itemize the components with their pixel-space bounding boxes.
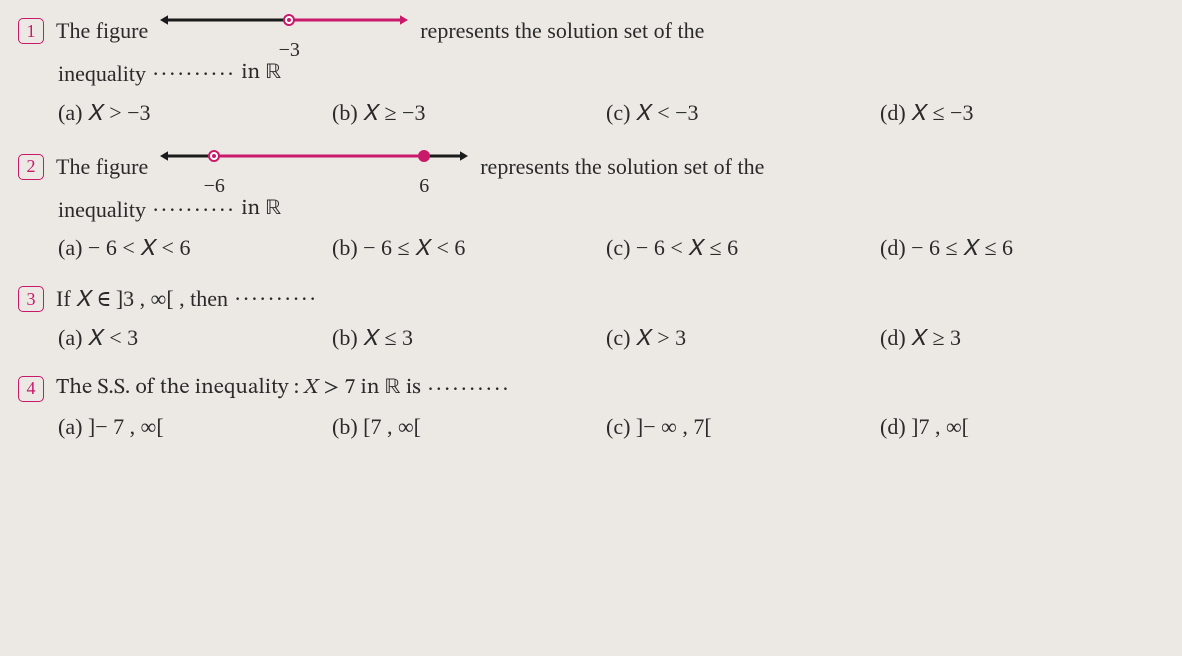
q2-text-4: in ℝ (241, 190, 281, 230)
q3-options: (a) 𝑋 < 3 (b) 𝑋 ≤ 3 (c) 𝑋 > 3 (d) 𝑋 ≥ 3 (18, 325, 1154, 351)
q2-nl-label-neg6: −6 (204, 168, 225, 204)
q4-number-badge: 4 (18, 376, 44, 402)
q1-opt-d[interactable]: (d) 𝑋 ≤ −3 (880, 100, 1154, 126)
q3-number-badge: 3 (18, 286, 44, 312)
q4-text: The S.S. of the inequality : 𝑋 > 7 in ℝ … (56, 369, 421, 409)
q2-opt-c[interactable]: (c) − 6 < 𝑋 ≤ 6 (606, 235, 880, 261)
q3-opt-b[interactable]: (b) 𝑋 ≤ 3 (332, 325, 606, 351)
q4-blank: ·········· (427, 369, 510, 409)
q2-opt-a[interactable]: (a) − 6 < 𝑋 < 6 (58, 235, 332, 261)
q2-text-1: The figure (56, 147, 148, 187)
q1-number-line-svg (154, 8, 414, 34)
question-4: 4 The S.S. of the inequality : 𝑋 > 7 in … (18, 369, 1154, 441)
q3-opt-d[interactable]: (d) 𝑋 ≥ 3 (880, 325, 1154, 351)
q2-stem-line1: 2 The figure −6 6 represents the solutio… (18, 144, 1154, 190)
q3-text: If 𝑋 ∈ ]3 , ∞[ , then (56, 279, 228, 319)
q2-nl-label-6: 6 (419, 168, 429, 204)
q3-opt-a[interactable]: (a) 𝑋 < 3 (58, 325, 332, 351)
q4-opt-a[interactable]: (a) ]− 7 , ∞[ (58, 414, 332, 440)
q2-text-2: represents the solution set of the (480, 147, 764, 187)
q4-opt-b[interactable]: (b) [7 , ∞[ (332, 414, 606, 440)
q4-options: (a) ]− 7 , ∞[ (b) [7 , ∞[ (c) ]− ∞ , 7[ … (18, 414, 1154, 440)
q1-opt-b[interactable]: (b) 𝑋 ≥ −3 (332, 100, 606, 126)
q2-stem-line2: inequality ·········· in ℝ (18, 190, 1154, 230)
q3-stem: 3 If 𝑋 ∈ ]3 , ∞[ , then ·········· (18, 279, 1154, 319)
q1-opt-a[interactable]: (a) 𝑋 > −3 (58, 100, 332, 126)
q1-number-badge: 1 (18, 18, 44, 44)
q2-options: (a) − 6 < 𝑋 < 6 (b) − 6 ≤ 𝑋 < 6 (c) − 6 … (18, 235, 1154, 261)
q2-number-badge: 2 (18, 154, 44, 180)
question-1: 1 The figure −3 represents the solution … (18, 8, 1154, 126)
q1-text-3: inequality (58, 54, 146, 94)
q2-opt-b[interactable]: (b) − 6 ≤ 𝑋 < 6 (332, 235, 606, 261)
q3-blank: ·········· (234, 279, 317, 319)
q1-opt-c[interactable]: (c) 𝑋 < −3 (606, 100, 880, 126)
q2-number-line-svg (154, 144, 474, 170)
question-2: 2 The figure −6 6 represents the solutio… (18, 144, 1154, 262)
q4-stem: 4 The S.S. of the inequality : 𝑋 > 7 in … (18, 369, 1154, 409)
question-3: 3 If 𝑋 ∈ ]3 , ∞[ , then ·········· (a) 𝑋… (18, 279, 1154, 351)
q3-opt-c[interactable]: (c) 𝑋 > 3 (606, 325, 880, 351)
q1-number-line: −3 (154, 8, 414, 54)
q1-stem-line2: inequality ·········· in ℝ (18, 54, 1154, 94)
q1-text-2: represents the solution set of the (420, 11, 704, 51)
q2-text-3: inequality (58, 190, 146, 230)
q1-text-4: in ℝ (241, 54, 281, 94)
q2-number-line: −6 6 (154, 144, 474, 190)
q2-opt-d[interactable]: (d) − 6 ≤ 𝑋 ≤ 6 (880, 235, 1154, 261)
q1-stem-line1: 1 The figure −3 represents the solution … (18, 8, 1154, 54)
q4-opt-d[interactable]: (d) ]7 , ∞[ (880, 414, 1154, 440)
q1-text-1: The figure (56, 11, 148, 51)
q1-blank: ·········· (152, 54, 235, 94)
q1-nl-label-neg3: −3 (279, 32, 300, 68)
q1-options: (a) 𝑋 > −3 (b) 𝑋 ≥ −3 (c) 𝑋 < −3 (d) 𝑋 ≤… (18, 100, 1154, 126)
q4-opt-c[interactable]: (c) ]− ∞ , 7[ (606, 414, 880, 440)
